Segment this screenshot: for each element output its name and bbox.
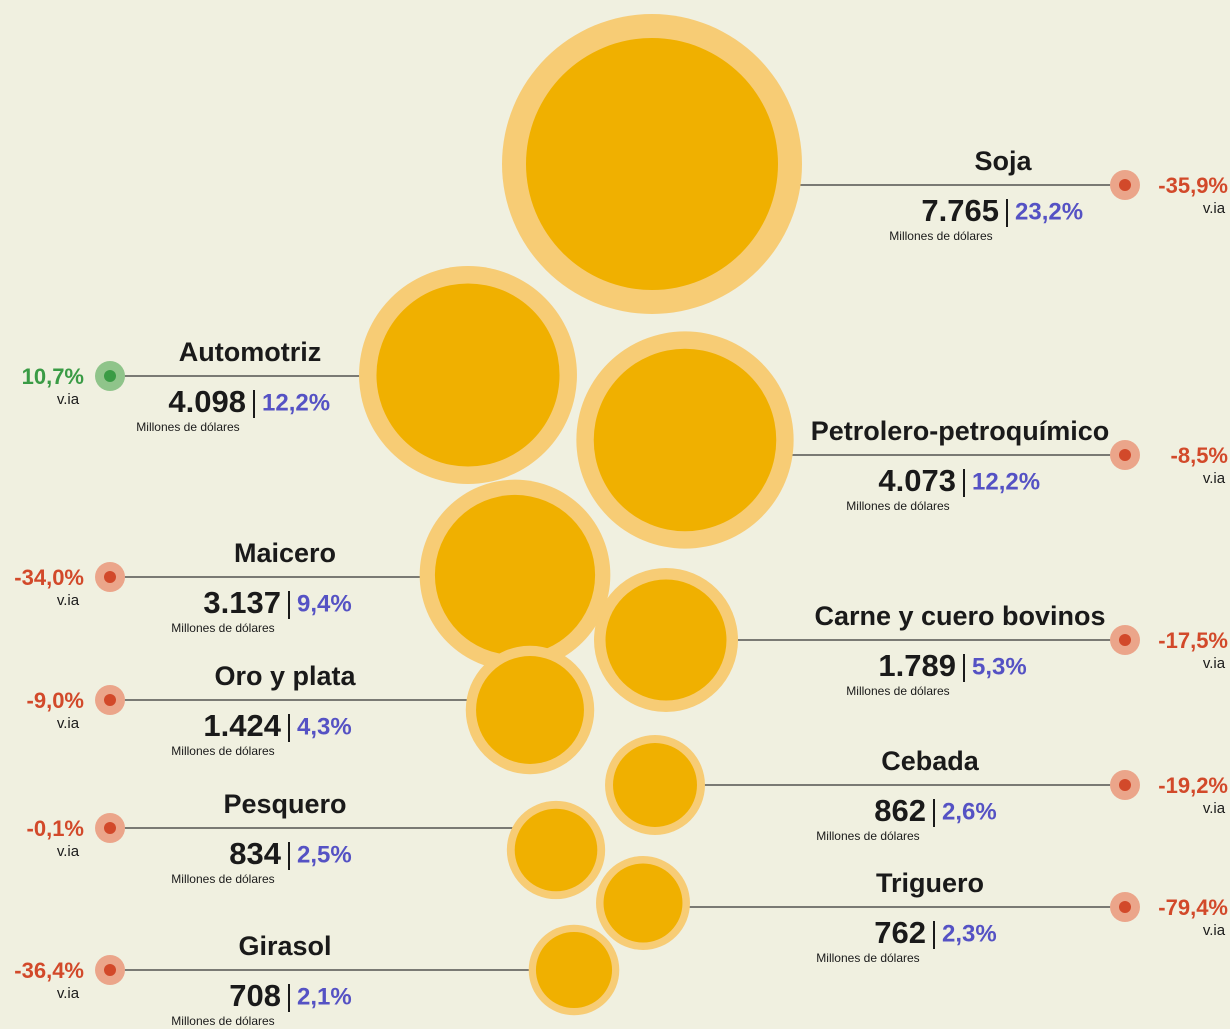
change-label: -79,4% [1158, 895, 1228, 920]
share-label: 2,1% [297, 983, 352, 1010]
category-name: Oro y plata [214, 661, 356, 691]
value-label: 7.765 [921, 193, 999, 228]
change-dot [1119, 779, 1131, 791]
value-label: 834 [229, 836, 281, 871]
bubble [605, 579, 727, 701]
share-label: 4,3% [297, 713, 352, 740]
period-label: v.ia [1203, 655, 1226, 672]
value-label: 4.073 [878, 463, 956, 498]
change-dot [1119, 901, 1131, 913]
unit-label: Millones de dólares [889, 229, 992, 243]
value-label: 3.137 [203, 585, 281, 620]
period-label: v.ia [57, 985, 80, 1002]
category-name: Automotriz [179, 337, 321, 367]
change-dot [1119, 634, 1131, 646]
change-dot [104, 370, 116, 382]
change-label: -19,2% [1158, 773, 1228, 798]
bubble [514, 808, 598, 892]
bubble [535, 931, 613, 1009]
bubble [613, 743, 697, 827]
change-dot [104, 571, 116, 583]
unit-label: Millones de dólares [171, 872, 274, 886]
share-label: 5,3% [972, 653, 1027, 680]
change-dot [104, 964, 116, 976]
value-label: 1.424 [203, 708, 281, 743]
unit-label: Millones de dólares [846, 684, 949, 698]
share-label: 9,4% [297, 590, 352, 617]
unit-label: Millones de dólares [846, 499, 949, 513]
period-label: v.ia [57, 843, 80, 860]
unit-label: Millones de dólares [171, 744, 274, 758]
share-label: 12,2% [972, 468, 1040, 495]
unit-label: Millones de dólares [171, 621, 274, 635]
unit-label: Millones de dólares [816, 951, 919, 965]
period-label: v.ia [57, 391, 80, 408]
value-label: 4.098 [168, 384, 246, 419]
bubble [376, 283, 560, 467]
unit-label: Millones de dólares [816, 829, 919, 843]
value-label: 762 [874, 915, 926, 950]
change-dot [104, 694, 116, 706]
change-dot [1119, 449, 1131, 461]
value-label: 862 [874, 793, 926, 828]
value-label: 708 [229, 978, 281, 1013]
change-label: 10,7% [22, 364, 84, 389]
category-name: Maicero [234, 538, 336, 568]
share-label: 23,2% [1015, 198, 1083, 225]
change-dot [1119, 179, 1131, 191]
period-label: v.ia [57, 715, 80, 732]
bubble [526, 38, 778, 290]
change-label: -0,1% [27, 816, 84, 841]
category-name: Girasol [238, 931, 331, 961]
period-label: v.ia [1203, 470, 1226, 487]
change-label: -34,0% [14, 565, 84, 590]
change-dot [104, 822, 116, 834]
change-label: -17,5% [1158, 628, 1228, 653]
category-name: Cebada [881, 746, 980, 776]
category-name: Soja [974, 146, 1032, 176]
share-label: 2,6% [942, 798, 997, 825]
period-label: v.ia [1203, 200, 1226, 217]
category-name: Petrolero-petroquímico [811, 416, 1110, 446]
period-label: v.ia [1203, 800, 1226, 817]
bubble [476, 656, 584, 764]
change-label: -36,4% [14, 958, 84, 983]
bubble [434, 494, 596, 656]
unit-label: Millones de dólares [171, 1014, 274, 1028]
change-label: -8,5% [1171, 443, 1228, 468]
change-label: -35,9% [1158, 173, 1228, 198]
share-label: 2,3% [942, 920, 997, 947]
share-label: 2,5% [297, 841, 352, 868]
share-label: 12,2% [262, 389, 330, 416]
category-name: Pesquero [223, 789, 346, 819]
period-label: v.ia [1203, 922, 1226, 939]
category-name: Triguero [876, 868, 984, 898]
unit-label: Millones de dólares [136, 420, 239, 434]
bubble [593, 348, 777, 532]
value-label: 1.789 [878, 648, 956, 683]
category-name: Carne y cuero bovinos [814, 601, 1105, 631]
bubble [603, 863, 683, 943]
period-label: v.ia [57, 592, 80, 609]
change-label: -9,0% [27, 688, 84, 713]
